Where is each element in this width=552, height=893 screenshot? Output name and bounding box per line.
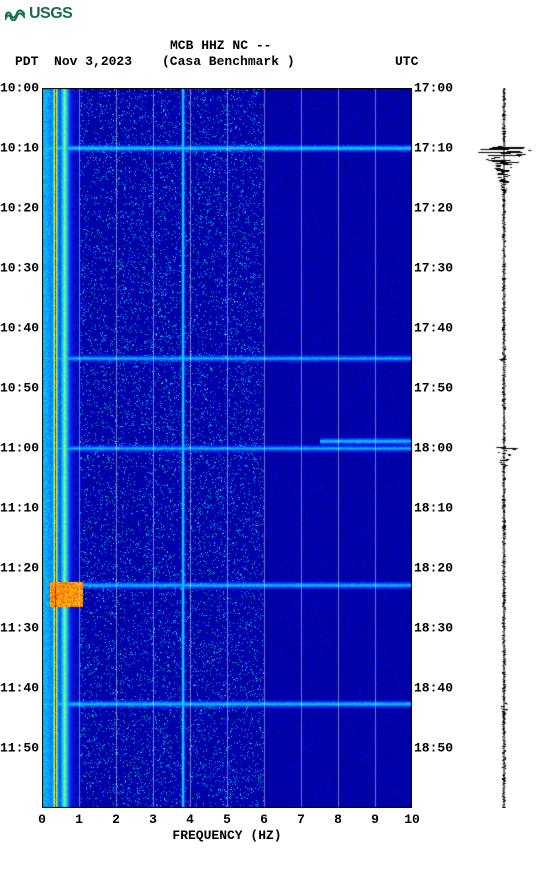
spectrogram-plot — [42, 88, 412, 808]
x-tick: 8 — [334, 812, 342, 827]
waveform-strip — [468, 88, 540, 808]
y-left-tick: 11:50 — [0, 741, 39, 756]
x-tick: 5 — [223, 812, 231, 827]
waveform-canvas — [468, 88, 540, 808]
y-left-tick: 10:10 — [0, 141, 39, 156]
y-right-tick: 18:10 — [414, 501, 453, 516]
x-tick: 7 — [297, 812, 305, 827]
date-label: Nov 3,2023 — [54, 54, 132, 69]
logo-text: USGS — [29, 5, 72, 23]
y-left-tick: 11:30 — [0, 621, 39, 636]
timezone-left: PDT Nov 3,2023 — [15, 54, 132, 69]
y-right-tick: 17:40 — [414, 321, 453, 336]
x-tick: 0 — [38, 812, 46, 827]
x-axis-title: FREQUENCY (HZ) — [42, 828, 412, 843]
spectrogram-canvas — [42, 88, 412, 808]
y-left-tick: 10:50 — [0, 381, 39, 396]
x-tick: 6 — [260, 812, 268, 827]
station-site: (Casa Benchmark ) — [162, 54, 295, 69]
y-right-tick: 17:50 — [414, 381, 453, 396]
y-axis-left-labels: 10:0010:1010:2010:3010:4010:5011:0011:10… — [0, 88, 42, 808]
station-code: MCB HHZ NC -- — [170, 38, 271, 53]
y-right-tick: 18:30 — [414, 621, 453, 636]
y-right-tick: 18:50 — [414, 741, 453, 756]
x-tick: 9 — [371, 812, 379, 827]
y-right-tick: 17:00 — [414, 81, 453, 96]
y-right-tick: 17:30 — [414, 261, 453, 276]
x-tick: 2 — [112, 812, 120, 827]
y-left-tick: 10:20 — [0, 201, 39, 216]
y-left-tick: 10:40 — [0, 321, 39, 336]
y-right-tick: 17:20 — [414, 201, 453, 216]
y-right-tick: 18:40 — [414, 681, 453, 696]
usgs-logo: USGS — [5, 5, 72, 23]
y-right-tick: 18:20 — [414, 561, 453, 576]
y-left-tick: 11:20 — [0, 561, 39, 576]
x-tick: 10 — [404, 812, 420, 827]
pdt-label: PDT — [15, 54, 38, 69]
timezone-right: UTC — [395, 54, 418, 69]
y-left-tick: 10:00 — [0, 81, 39, 96]
y-right-tick: 18:00 — [414, 441, 453, 456]
x-tick: 4 — [186, 812, 194, 827]
y-axis-right-labels: 17:0017:1017:2017:3017:4017:5018:0018:10… — [414, 88, 464, 808]
y-right-tick: 17:10 — [414, 141, 453, 156]
wave-icon — [5, 7, 25, 21]
y-left-tick: 10:30 — [0, 261, 39, 276]
y-left-tick: 11:10 — [0, 501, 39, 516]
y-left-tick: 11:00 — [0, 441, 39, 456]
x-tick: 3 — [149, 812, 157, 827]
y-left-tick: 11:40 — [0, 681, 39, 696]
x-tick: 1 — [75, 812, 83, 827]
